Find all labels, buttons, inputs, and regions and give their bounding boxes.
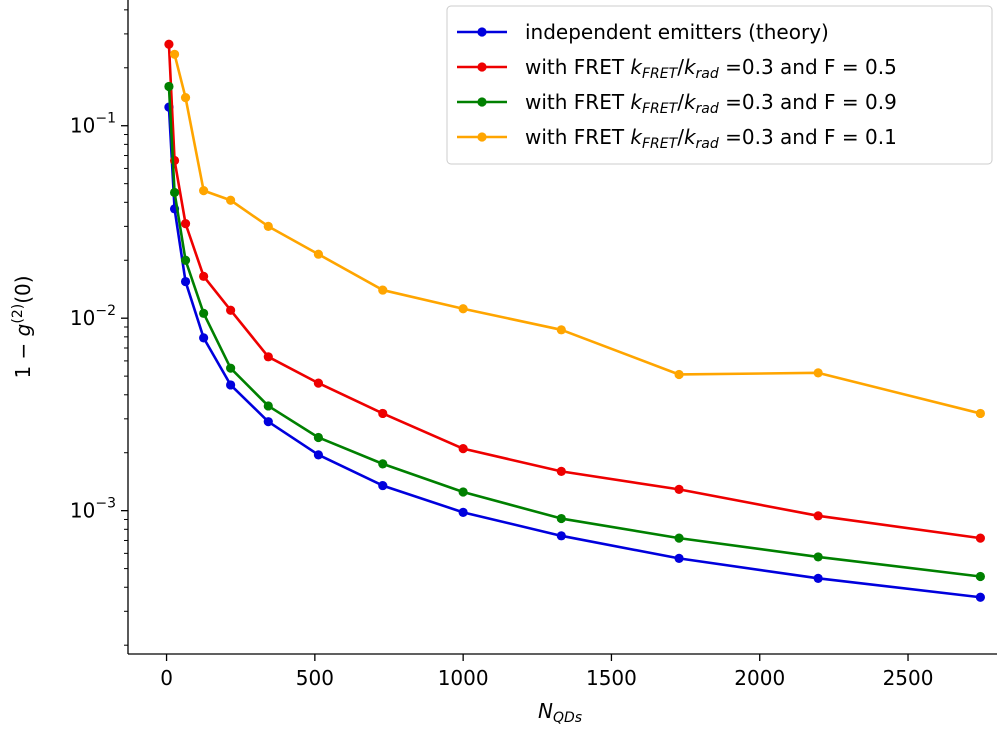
x-tick-label: 2500 (883, 666, 934, 690)
data-point (556, 325, 566, 335)
y-tick-label: 10−3 (70, 496, 116, 523)
data-point (975, 533, 985, 543)
data-point (180, 219, 191, 229)
data-point (813, 511, 823, 521)
data-point (180, 255, 191, 265)
data-point (199, 308, 209, 318)
data-point (674, 553, 684, 563)
legend-label: with FRET kFRET/krad =0.3 and F = 0.5 (525, 55, 897, 82)
data-point (313, 432, 324, 443)
data-point (813, 573, 823, 583)
legend-marker (477, 27, 487, 37)
data-point (458, 304, 468, 314)
data-point (226, 380, 236, 390)
data-point (378, 459, 388, 469)
data-point (813, 552, 823, 562)
data-point (975, 408, 985, 419)
data-point (263, 221, 273, 231)
data-point (180, 93, 191, 103)
x-tick-label: 1000 (438, 666, 489, 690)
data-point (674, 484, 684, 494)
data-point (226, 305, 236, 315)
data-point (180, 276, 191, 287)
data-point (199, 186, 209, 196)
data-point (263, 417, 273, 427)
x-tick-label: 1500 (586, 666, 637, 690)
legend-box (446, 5, 993, 165)
y-tick-label: 10−2 (70, 303, 116, 330)
data-point (169, 49, 180, 59)
series-line-0 (167, 106, 981, 599)
data-point (556, 531, 566, 541)
data-point (674, 369, 684, 380)
data-point (169, 155, 180, 166)
data-point (164, 39, 174, 49)
data-point (199, 271, 209, 281)
data-point (975, 592, 985, 602)
x-tick-label: 500 (296, 666, 334, 690)
data-point (975, 571, 985, 582)
series-line-3 (173, 53, 981, 415)
legend-marker (477, 132, 487, 142)
data-point (378, 408, 388, 419)
legend-label: independent emitters (theory) (525, 20, 829, 44)
data-point (164, 81, 174, 92)
legend-marker (477, 97, 487, 107)
data-point (556, 513, 566, 524)
data-point (458, 507, 468, 517)
data-point (674, 533, 684, 543)
x-axis-label: NQDs (538, 699, 582, 726)
y-tick-label: 10−1 (70, 111, 116, 138)
x-tick-label: 0 (160, 666, 173, 690)
legend: independent emitters (theory) with FRET k… (446, 5, 993, 165)
x-tick-label: 2000 (734, 666, 785, 690)
y-axis-label: 1 − g(2)(0) (10, 275, 35, 378)
legend-marker (477, 62, 487, 72)
data-point (458, 487, 468, 497)
data-point (458, 444, 468, 454)
data-point (263, 352, 273, 362)
legend-label: with FRET kFRET/krad =0.3 and F = 0.9 (525, 90, 897, 117)
data-point (313, 450, 324, 460)
data-point (378, 480, 388, 491)
data-point (813, 368, 823, 378)
data-point (199, 333, 209, 343)
data-point (226, 195, 236, 205)
legend-label: with FRET kFRET/krad =0.3 and F = 0.1 (525, 125, 897, 152)
data-point (313, 249, 324, 259)
data-point (556, 466, 566, 476)
data-point (169, 187, 180, 198)
data-point (378, 285, 388, 295)
data-point (263, 401, 273, 411)
data-point (313, 378, 324, 388)
data-point (226, 363, 236, 373)
